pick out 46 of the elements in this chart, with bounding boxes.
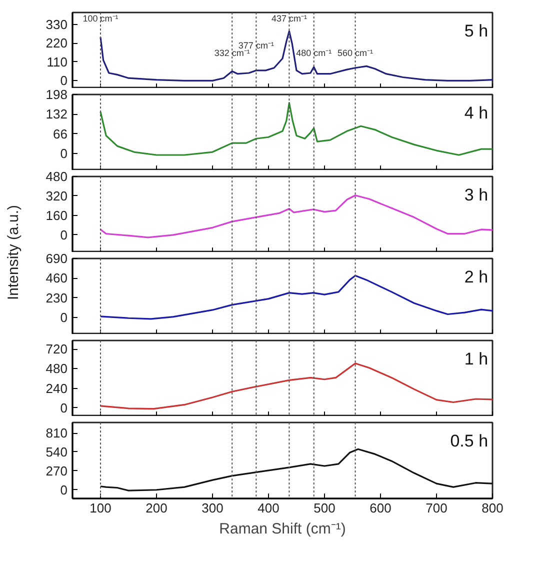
ref-line-label: 480 cm⁻¹ [296, 48, 332, 58]
series-label: 0.5 h [450, 432, 488, 451]
series-label: 4 h [464, 104, 488, 123]
y-tick-label: 0 [60, 482, 68, 498]
y-tick-label: 0 [60, 310, 68, 326]
y-tick-label: 110 [46, 54, 68, 70]
y-tick-label: 270 [46, 463, 68, 478]
x-tick-label: 300 [202, 500, 224, 516]
y-axis-title: Intensity (a.u.) [5, 204, 22, 300]
x-tick-label: 700 [426, 500, 448, 516]
y-tick-label: 480 [46, 361, 68, 376]
y-tick-label: 720 [46, 342, 68, 357]
x-tick-label: 500 [314, 500, 336, 516]
y-tick-label: 66 [53, 126, 68, 142]
series-label: 3 h [464, 186, 488, 205]
x-tick-label: 600 [370, 500, 392, 516]
series-label: 1 h [464, 350, 488, 369]
series-label: 2 h [464, 268, 488, 287]
x-tick-label: 100 [90, 500, 112, 516]
y-tick-label: 230 [46, 290, 68, 306]
x-tick-label: 800 [482, 500, 504, 516]
ref-line-label: 100 cm⁻¹ [82, 13, 118, 24]
y-tick-label: 330 [46, 16, 68, 32]
y-tick-label: 460 [46, 270, 68, 286]
y-tick-label: 480 [46, 169, 68, 184]
ref-line-label: 332 cm⁻¹ [214, 48, 250, 58]
y-tick-label: 160 [46, 208, 68, 223]
y-tick-label: 220 [46, 36, 68, 51]
y-tick-label: 198 [46, 87, 68, 102]
y-tick-label: 0 [60, 400, 68, 416]
ref-line-label: 560 cm⁻¹ [338, 48, 374, 58]
y-tick-label: 810 [46, 426, 68, 441]
y-tick-label: 0 [60, 227, 68, 242]
y-tick-label: 0 [60, 146, 68, 162]
y-tick-label: 690 [46, 251, 68, 266]
x-tick-label: 200 [146, 500, 168, 516]
ref-line-label: 377 cm⁻¹ [238, 40, 274, 50]
y-tick-label: 240 [46, 380, 68, 396]
x-tick-label: 400 [258, 500, 280, 516]
y-tick-label: 320 [46, 188, 68, 204]
y-tick-label: 540 [46, 444, 68, 460]
y-tick-label: 132 [46, 106, 68, 122]
y-tick-label: 0 [60, 73, 68, 88]
ref-line-label: 437 cm⁻¹ [271, 13, 307, 24]
text: 5 h [464, 22, 488, 41]
x-axis-title: Raman Shift (cm⁻¹) [219, 520, 346, 538]
